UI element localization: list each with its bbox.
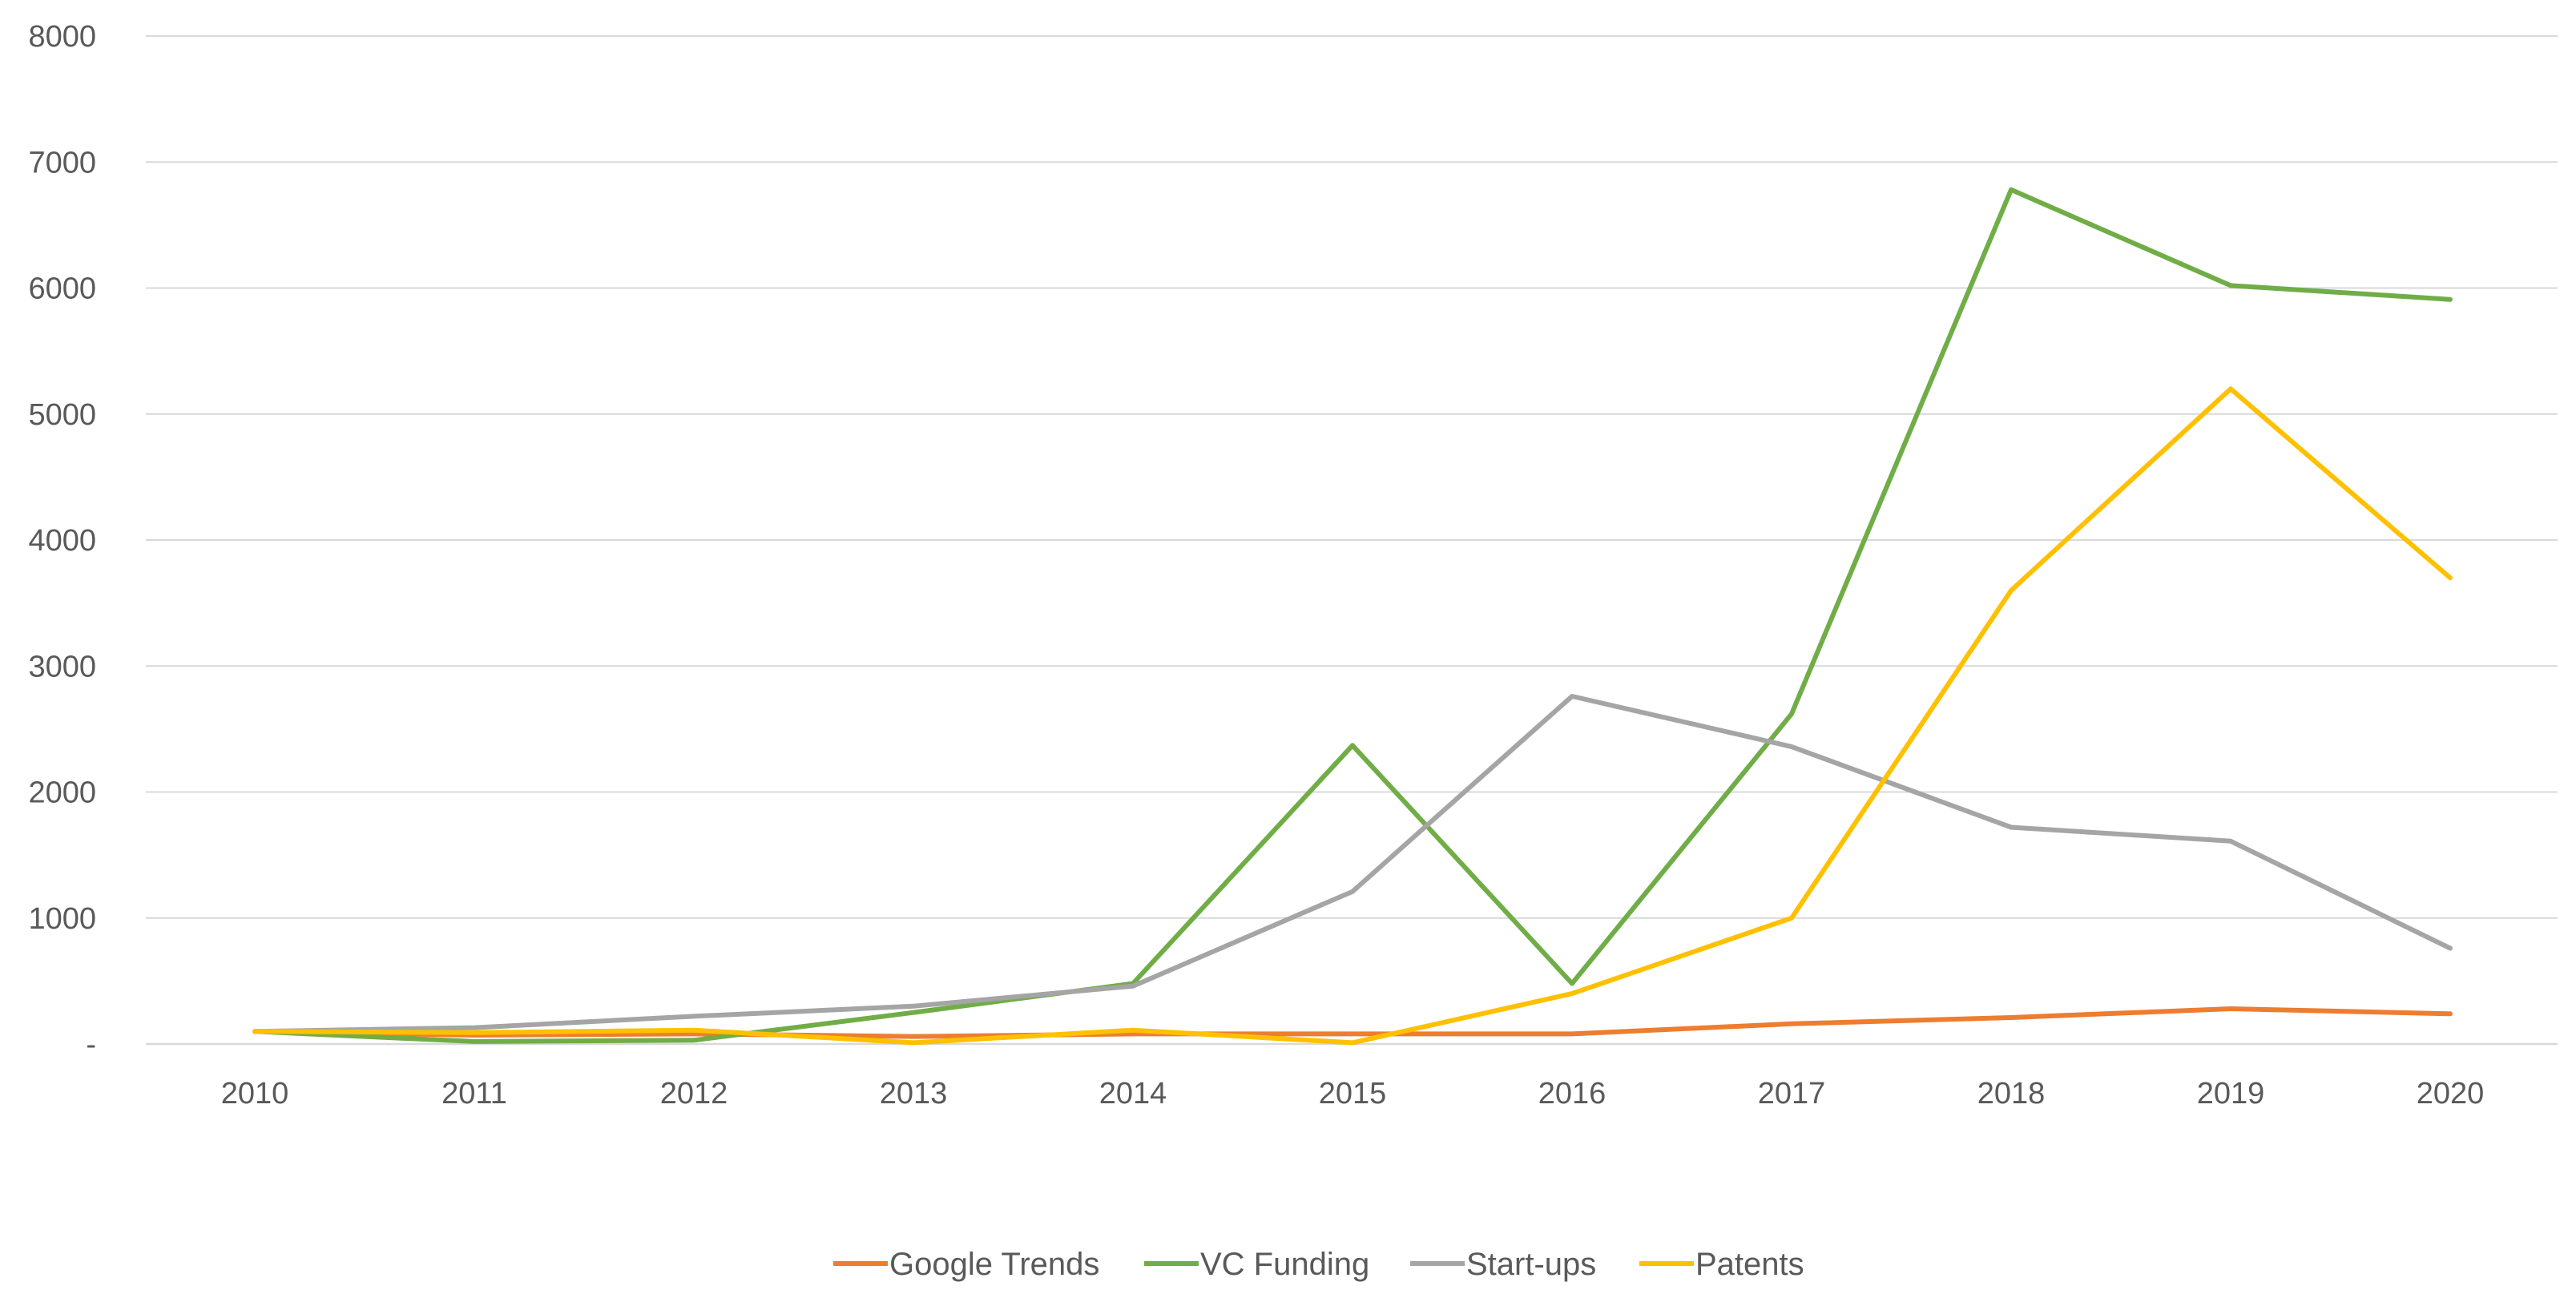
data-point-patents [252,1029,257,1034]
y-tick-label: - [86,1028,96,1062]
data-point-start-ups [1131,984,1135,989]
data-point-vc-funding [2448,297,2453,302]
data-point-google-trends [691,1031,696,1036]
x-tick-label: 2020 [2417,1077,2485,1111]
legend-label: Google Trends [889,1247,1099,1282]
legend-item-start-ups: Start-ups [1410,1247,1596,1282]
data-point-start-ups [472,1026,477,1030]
data-point-google-trends [1570,1031,1574,1036]
data-point-start-ups [1350,889,1355,894]
x-tick-label: 2018 [1977,1077,2046,1111]
data-point-patents [2448,575,2453,580]
data-point-vc-funding [691,1038,696,1042]
data-point-google-trends [1350,1031,1355,1036]
legend-label: Patents [1695,1247,1804,1282]
legend-item-vc-funding: VC Funding [1144,1247,1369,1282]
legend: Google Trends VC Funding Start-ups Patents [833,1247,1804,1282]
data-point-patents [2228,386,2233,391]
data-point-google-trends [1789,1022,1794,1026]
x-tick-label: 2015 [1319,1077,1387,1111]
series-line-patents [252,386,2453,1046]
y-tick-label: 3000 [28,650,96,683]
data-point-vc-funding [911,1010,916,1015]
data-point-google-trends [911,1034,916,1039]
y-tick-label: 8000 [28,20,96,54]
series-lines [252,187,2453,1046]
data-point-start-ups [1570,694,1574,699]
data-point-google-trends [1131,1031,1135,1036]
legend-label: VC Funding [1200,1247,1369,1282]
data-point-patents [1350,1040,1355,1045]
x-tick-label: 2016 [1538,1077,1606,1111]
data-point-start-ups [2228,839,2233,844]
series-line-vc-funding [252,187,2453,1044]
gridlines [146,35,2558,1046]
data-point-start-ups [2009,825,2014,830]
y-tick-label: 6000 [28,272,96,306]
x-tick-label: 2013 [880,1077,948,1111]
data-point-start-ups [1789,744,1794,749]
data-point-start-ups [2448,945,2453,950]
y-tick-label: 1000 [28,902,96,936]
x-axis: 2010 2011 2012 2013 2014 2015 2016 2017 2018 2019… [221,1077,2485,1111]
legend-item-google-trends: Google Trends [833,1247,1099,1282]
data-point-vc-funding [1350,743,1355,748]
data-point-google-trends [2009,1015,2014,1020]
data-point-patents [2009,588,2014,593]
data-point-vc-funding [472,1039,477,1044]
data-point-patents [911,1040,916,1045]
y-tick-label: 4000 [28,524,96,558]
data-point-start-ups [691,1014,696,1018]
data-point-patents [1789,916,1794,921]
data-point-vc-funding [1570,982,1574,986]
data-point-google-trends [2228,1006,2233,1011]
x-tick-label: 2019 [2197,1077,2265,1111]
data-point-patents [691,1028,696,1033]
legend-item-patents: Patents [1639,1247,1804,1282]
data-point-patents [472,1030,477,1035]
x-tick-label: 2011 [441,1077,507,1111]
y-tick-label: 5000 [28,398,96,432]
data-point-patents [1570,991,1574,996]
x-tick-label: 2010 [221,1077,289,1111]
data-point-google-trends [2448,1011,2453,1016]
data-point-vc-funding [2228,283,2233,288]
y-axis: - 1000 2000 3000 4000 5000 6000 7000 8000 [28,20,96,1062]
y-tick-label: 2000 [28,776,96,810]
y-tick-label: 7000 [28,146,96,179]
x-tick-label: 2017 [1758,1077,1826,1111]
data-point-vc-funding [1789,711,1794,716]
legend-label: Start-ups [1466,1247,1596,1282]
x-tick-label: 2014 [1099,1077,1167,1111]
data-point-vc-funding [2009,187,2014,192]
data-point-start-ups [911,1004,916,1009]
x-tick-label: 2012 [660,1077,728,1111]
data-point-patents [1131,1028,1135,1033]
